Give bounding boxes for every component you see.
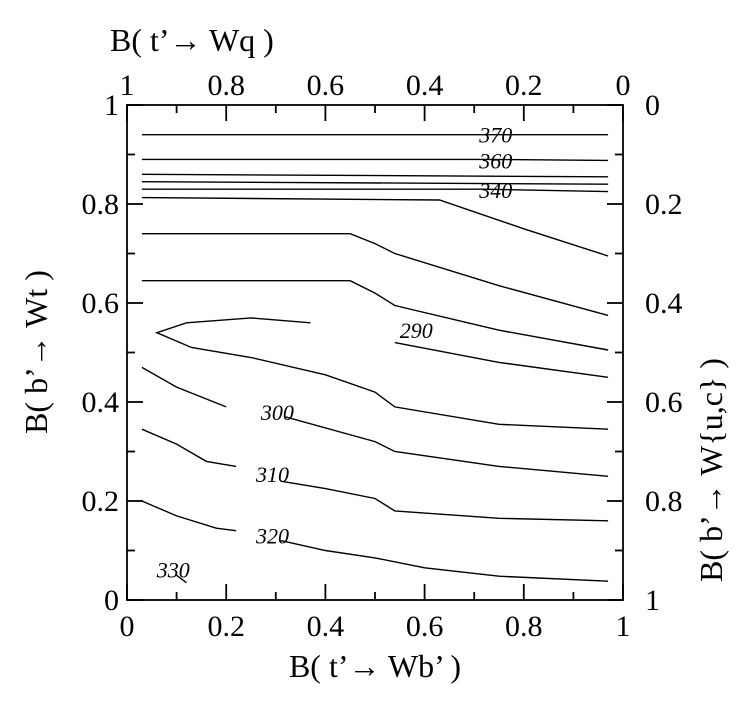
tick-label-bottom: 0.2 — [207, 610, 245, 643]
contour-line-300 — [285, 416, 609, 477]
x-axis-label-top: B( t’→ Wq ) — [110, 22, 274, 58]
contour-label-330: 330 — [156, 557, 190, 582]
contour-line-310 — [141, 428, 237, 468]
tick-label-left: 0.6 — [82, 287, 120, 320]
plot-frame — [126, 104, 624, 601]
contour-line-300 — [141, 366, 227, 408]
tick-label-right: 0.6 — [645, 386, 683, 419]
contour-line-330 — [141, 196, 609, 257]
contour-label-300: 300 — [260, 400, 294, 425]
tick-label-top: 0.6 — [307, 69, 345, 102]
contour-line-345 — [141, 181, 609, 185]
contour-line-320 — [141, 233, 609, 317]
contour-label-340: 340 — [478, 178, 512, 203]
contour-label-360: 360 — [478, 148, 512, 173]
tick-label-left: 1 — [104, 89, 119, 122]
contour-label-290: 290 — [400, 318, 433, 343]
tick-labels: 0 0.2 0.4 0.6 0.8 11 0.8 0.6 0.4 0.2 000.20.40.60.… — [82, 69, 683, 643]
contour-line-310 — [280, 480, 609, 522]
contour-line-350 — [141, 173, 609, 178]
tick-label-left: 0 — [104, 584, 119, 617]
contour-line-340 — [141, 188, 609, 193]
tick-label-top: 0.4 — [406, 69, 444, 102]
contour-label-370: 370 — [478, 123, 512, 148]
contour-line-320 — [280, 539, 609, 582]
tick-label-right: 0.2 — [645, 188, 683, 221]
tick-label-left: 0.2 — [82, 485, 120, 518]
contour-label-320: 320 — [255, 524, 289, 549]
tick-label-right: 1 — [645, 584, 660, 617]
x-axis-label-bottom: B( t’→ Wb’ ) — [289, 648, 461, 684]
tick-label-bottom: 0.4 — [307, 610, 345, 643]
axis-ticks — [126, 104, 624, 601]
tick-label-bottom: 1 — [616, 610, 631, 643]
contour-line-330 — [176, 574, 187, 584]
contour-line-290 — [154, 317, 609, 430]
contour-line-360 — [141, 158, 609, 162]
contour-line-310 — [141, 280, 609, 351]
tick-label-bottom: 0 — [120, 610, 135, 643]
tick-label-top: 1 — [120, 69, 135, 102]
tick-label-top: 0.8 — [207, 69, 245, 102]
tick-label-right: 0.4 — [645, 287, 683, 320]
y-axis-label-left: B( b’→ Wt ) — [18, 270, 54, 434]
tick-label-bottom: 0.8 — [505, 610, 543, 643]
tick-label-right: 0 — [645, 89, 660, 122]
contour-label-310: 310 — [255, 462, 289, 487]
contour-line-290 — [394, 341, 609, 378]
tick-label-top: 0 — [616, 69, 631, 102]
tick-label-bottom: 0.6 — [406, 610, 444, 643]
tick-label-top: 0.2 — [505, 69, 543, 102]
tick-label-left: 0.4 — [82, 386, 120, 419]
tick-label-right: 0.8 — [645, 485, 683, 518]
contour-lines — [141, 134, 609, 584]
tick-label-left: 0.8 — [82, 188, 120, 221]
y-axis-label-right: B( b’→ W{u,c} ) — [693, 358, 729, 582]
contour-line-320 — [141, 500, 237, 532]
